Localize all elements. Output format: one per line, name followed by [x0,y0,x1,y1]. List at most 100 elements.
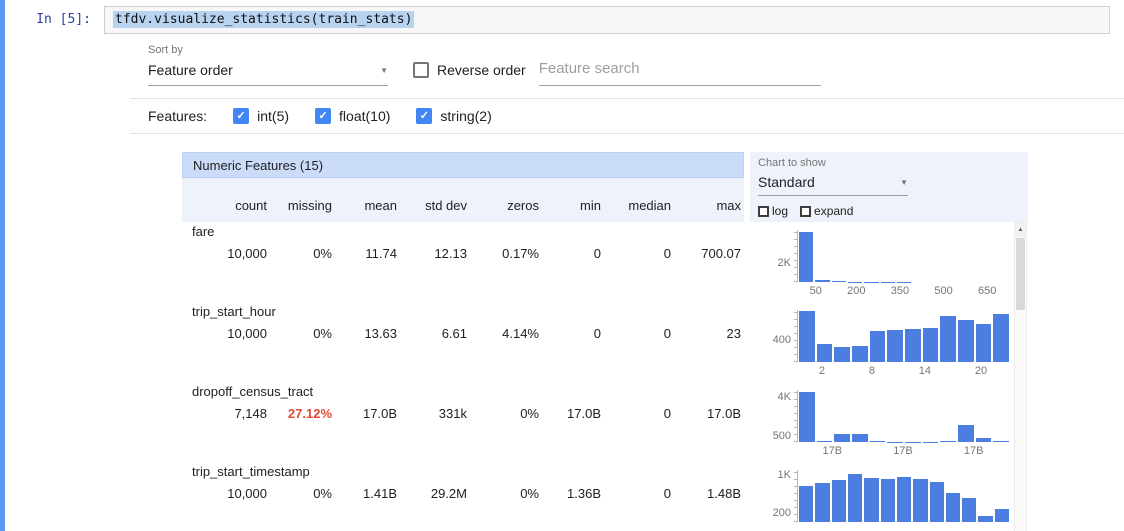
divider [130,98,1124,99]
expand-checkbox[interactable]: expand [800,204,853,218]
cell-prompt: In [5]: [36,12,91,27]
log-checkbox[interactable]: log [758,204,788,218]
sort-by-select[interactable]: Feature order ▼ [148,62,388,86]
table-row: trip_start_hour 10,000 0% 13.63 6.61 4.1… [182,302,1028,382]
checkbox-box[interactable]: ✓ [315,108,332,124]
expand-label: expand [814,204,854,218]
x-axis-tick-label: 17B [963,445,984,457]
active-cell-indicator [0,0,5,531]
table-row: trip_start_timestamp 10,000 0% 1.41B 29.… [182,462,1028,531]
cell-missing: 0% [313,246,332,261]
row-values: 7,148 27.12% 17.0B 331k 0% 17.0B 0 17.0B [182,406,743,421]
feature-name: fare [192,224,215,239]
histogram-plot [794,470,1010,522]
checkbox-box[interactable] [758,205,769,217]
filter-checkbox-int[interactable]: ✓ int(5) [233,108,289,124]
cell-mean: 11.74 [365,246,397,261]
filter-checkbox-float[interactable]: ✓ float(10) [315,108,390,124]
histogram-bar [815,280,830,282]
y-axis-tick-label: 4K [777,390,791,403]
chart-type-select[interactable]: Standard ▼ [758,174,908,196]
charts-scrollbar[interactable]: ▲ [1014,222,1027,531]
y-axis-tick-label: 1K [777,468,791,481]
numeric-features-table: Numeric Features (15) count missing mean… [182,152,1028,531]
histogram-x-axis: 2 8 14 20 [797,365,1009,377]
histogram-bar [945,492,961,522]
checkbox-box[interactable]: ✓ [416,108,433,124]
cell-missing: 0% [313,486,332,501]
histogram-plot [794,390,1010,442]
histogram-bar [799,486,814,522]
column-header-stddev: std dev [425,198,467,213]
y-axis-tick-label: 2K [777,257,791,270]
scroll-up-icon: ▲ [1017,227,1024,233]
histogram-bar [869,441,886,442]
histogram-bar [978,515,993,522]
feature-name: trip_start_hour [192,304,276,319]
cell-stddev: 12.13 [434,246,467,261]
cell-count: 10,000 [227,326,267,341]
divider [130,133,1124,134]
cell-count: 10,000 [227,486,267,501]
column-header-missing: missing [287,198,332,213]
histogram-bar [799,311,815,362]
histogram-bar [864,477,879,522]
histogram-bar [887,330,904,362]
histogram-plot [794,310,1010,362]
check-icon: ✓ [419,109,430,122]
cell-stddev: 29.2M [430,486,467,501]
code-text[interactable]: tfdv.visualize_statistics(train_stats) [113,11,415,28]
histogram-y-axis: 4K 500 [757,390,797,443]
row-values: 10,000 0% 1.41B 29.2M 0% 1.36B 0 1.48B [182,486,743,501]
x-axis-tick-label: 350 [890,285,910,297]
histogram-plot-area [794,470,1010,525]
scroll-up-button[interactable]: ▲ [1015,223,1026,237]
row-values: 10,000 0% 13.63 6.61 4.14% 0 0 23 [182,326,743,341]
histogram-bar [799,231,814,282]
sort-by-value: Feature order [148,62,233,78]
histogram-plot-area: 50 200 350 500 650 [794,230,1010,297]
histogram-bar [994,508,1010,522]
reverse-order-checkbox[interactable]: ✓ Reverse order [413,62,526,78]
cell-zeros: 0% [520,486,539,501]
code-editor[interactable]: tfdv.visualize_statistics(train_stats) [104,6,1110,34]
histogram-plot-area: 2 8 14 20 [794,310,1010,377]
histogram-bar [831,480,846,522]
histogram: 1K 200 [757,468,1010,525]
cell-count: 10,000 [227,246,267,261]
column-header-mean: mean [364,198,397,213]
checkbox-box[interactable]: ✓ [233,108,250,124]
cell-max: 1.48B [707,486,741,501]
filter-checkbox-string[interactable]: ✓ string(2) [416,108,492,124]
histogram-y-axis: 2K [757,230,797,282]
histogram: 4K 500 17B 17B 17B [757,390,1010,457]
cell-missing: 0% [313,326,332,341]
cell-stddev: 331k [438,406,467,421]
checkbox-box[interactable] [800,205,812,217]
histogram-bar [880,479,895,522]
sort-search-controls: Sort by Feature order ▼ ✓ Reverse order [130,34,1124,98]
histogram-x-axis: 50 200 350 500 650 [797,285,1009,297]
sort-by-label: Sort by [148,44,183,56]
feature-name: trip_start_timestamp [192,464,310,479]
feature-search-input[interactable] [538,58,821,86]
sort-by-group: Sort by Feature order ▼ [148,44,388,86]
histogram-bar [958,425,974,442]
histogram-bar [929,481,944,522]
column-header-min: min [580,198,601,213]
x-axis-tick-label: 20 [974,365,988,377]
checkbox-box[interactable]: ✓ [413,62,429,78]
table-row: dropoff_census_tract 7,148 27.12% 17.0B … [182,382,1028,462]
y-axis-tick-label: 400 [772,334,791,347]
histogram-bar [815,483,830,522]
cell-max: 700.07 [701,246,741,261]
cell-min: 0 [593,326,601,341]
histogram-bar [975,437,992,442]
feature-filter-controls: Features: ✓ int(5) ✓ float(10) ✓ string(… [130,99,1124,133]
cell-zeros: 0.17% [502,246,539,261]
cell-min: 0 [593,246,601,261]
check-icon: ✓ [318,109,328,122]
cell-max: 17.0B [707,406,741,421]
row-values: 10,000 0% 11.74 12.13 0.17% 0 0 700.07 [182,246,743,261]
scrollbar-thumb[interactable] [1016,238,1025,310]
